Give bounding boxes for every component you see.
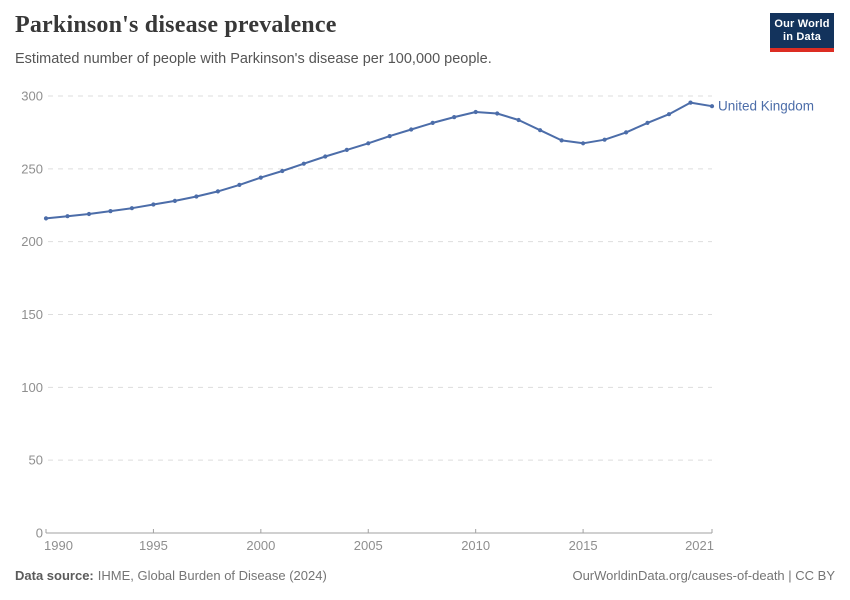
y-tick-label: 50 (29, 453, 43, 468)
x-tick-label: 2010 (461, 538, 490, 550)
x-tick-label: 1995 (139, 538, 168, 550)
data-point-marker[interactable] (43, 216, 49, 221)
data-point-marker[interactable] (409, 127, 414, 132)
owid-logo-line2: in Data (782, 30, 822, 43)
x-tick-label: 2005 (354, 538, 383, 550)
data-point-marker[interactable] (624, 130, 629, 135)
data-point-marker[interactable] (172, 198, 177, 203)
y-tick-label: 250 (21, 161, 43, 176)
x-tick-label: 1990 (44, 538, 73, 550)
data-point-marker[interactable] (709, 104, 715, 109)
data-point-marker[interactable] (194, 194, 199, 199)
data-point-marker[interactable] (559, 138, 564, 143)
y-tick-label: 0 (36, 526, 43, 541)
data-point-marker[interactable] (344, 147, 349, 152)
data-point-marker[interactable] (581, 141, 586, 146)
data-point-marker[interactable] (452, 115, 457, 120)
page-subtitle: Estimated number of people with Parkinso… (15, 51, 492, 67)
data-point-marker[interactable] (516, 117, 521, 123)
data-point-marker[interactable] (430, 120, 435, 125)
credit-line[interactable]: OurWorldinData.org/causes-of-death | CC … (572, 568, 835, 583)
data-point-marker[interactable] (495, 111, 500, 116)
data-point-marker[interactable] (280, 168, 285, 174)
data-point-marker[interactable] (366, 141, 371, 146)
x-tick-label: 2000 (246, 538, 275, 550)
data-point-marker[interactable] (323, 154, 328, 159)
data-point-marker[interactable] (108, 209, 113, 214)
data-point-marker[interactable] (215, 189, 220, 194)
x-tick-label: 2021 (685, 538, 714, 550)
x-tick-label: 2015 (569, 538, 598, 550)
chart-svg[interactable]: 0 50 100 150 200 250 300 1990 1995 2000 2005 2010 20… (0, 80, 850, 551)
y-tick-label: 200 (21, 234, 43, 249)
y-tick-label: 150 (21, 307, 43, 322)
data-point-marker[interactable] (473, 109, 478, 115)
data-point-marker[interactable] (538, 128, 543, 133)
data-point-marker[interactable] (237, 182, 242, 187)
y-tick-label: 300 (21, 89, 43, 104)
chart-footer: Data source: IHME, Global Burden of Disea… (15, 568, 835, 583)
owid-logo[interactable]: Our World in Data (770, 13, 834, 52)
data-point-marker[interactable] (666, 112, 672, 117)
series-entity-label: United Kingdom (718, 99, 814, 114)
data-source-text: IHME, Global Burden of Disease (2024) (97, 568, 327, 583)
data-point-marker[interactable] (301, 161, 306, 166)
data-line[interactable] (45, 101, 713, 220)
data-point-marker[interactable] (86, 211, 92, 217)
data-point-marker[interactable] (65, 214, 70, 219)
data-point-marker[interactable] (258, 175, 263, 180)
data-point-marker[interactable] (688, 100, 693, 105)
data-point-marker[interactable] (387, 134, 392, 139)
owid-logo-line1: Our World (774, 17, 830, 30)
data-source-line: Data source: IHME, Global Burden of Disea… (15, 568, 327, 583)
y-tick-label: 100 (21, 380, 43, 395)
page-title: Parkinson's disease prevalence (15, 12, 337, 38)
data-point-marker[interactable] (151, 202, 156, 207)
data-point-marker[interactable] (602, 137, 607, 142)
data-point-marker[interactable] (645, 120, 650, 125)
data-source-label: Data source: (15, 568, 94, 583)
data-point-marker[interactable] (129, 206, 134, 211)
